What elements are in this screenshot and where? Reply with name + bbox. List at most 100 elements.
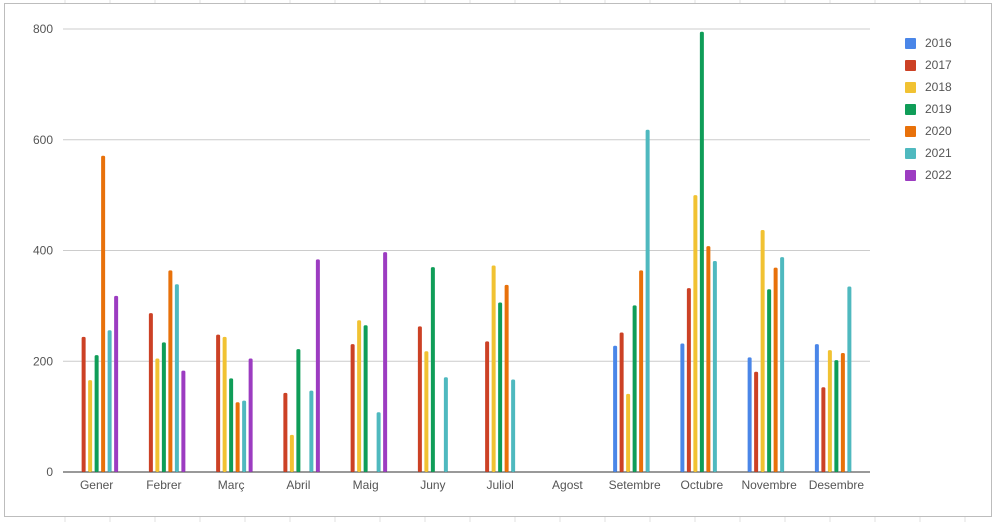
bar-2019-Març[interactable] xyxy=(229,378,234,472)
bar-2022-Abril[interactable] xyxy=(315,259,320,472)
bar-2019-Febrer[interactable] xyxy=(161,342,166,472)
bar-2021-Març[interactable] xyxy=(242,400,247,472)
bar-chart: 0 200 400 600 800 Gener Febrer Març Abril Maig Jun… xyxy=(33,22,870,492)
x-tick-label: Juliol xyxy=(486,478,513,492)
bar-2019-Setembre[interactable] xyxy=(632,305,637,472)
bar-2017-Juny[interactable] xyxy=(417,326,422,472)
bar-2019-Maig[interactable] xyxy=(363,325,368,472)
bar-2021-Novembre[interactable] xyxy=(780,257,785,472)
bar-2017-Juliol[interactable] xyxy=(485,341,490,472)
bar-2020-Setembre[interactable] xyxy=(639,270,644,472)
bar-2021-Juny[interactable] xyxy=(443,377,448,472)
bar-2018-Febrer[interactable] xyxy=(155,358,160,472)
x-tick-label: Febrer xyxy=(146,478,181,492)
bar-2018-Març[interactable] xyxy=(222,336,227,472)
bar-2020-Gener[interactable] xyxy=(101,155,106,472)
legend-label: 2021 xyxy=(925,146,952,160)
bar-2017-Novembre[interactable] xyxy=(754,371,759,472)
bar-2017-Gener[interactable] xyxy=(81,336,86,472)
bar-2017-Octubre[interactable] xyxy=(686,288,691,472)
bar-2018-Maig[interactable] xyxy=(357,320,362,472)
bar-2019-Gener[interactable] xyxy=(94,355,99,472)
legend-swatch xyxy=(905,103,916,115)
bar-2016-Octubre[interactable] xyxy=(680,343,685,472)
x-tick-label: Novembre xyxy=(741,478,797,492)
legend-swatch xyxy=(905,37,916,49)
legend-item-2021[interactable]: 2021 xyxy=(905,142,995,164)
bar-2019-Juliol[interactable] xyxy=(498,302,503,472)
bar-2022-Gener[interactable] xyxy=(114,295,119,472)
bar-2018-Novembre[interactable] xyxy=(760,230,765,472)
chart-legend: 2016 2017 2018 2019 2020 2021 2022 xyxy=(905,32,995,186)
legend-swatch xyxy=(905,169,916,181)
bar-2019-Novembre[interactable] xyxy=(767,289,772,472)
bar-2019-Desembre[interactable] xyxy=(834,360,839,472)
bar-2021-Juliol[interactable] xyxy=(511,379,516,472)
bar-2021-Gener[interactable] xyxy=(107,330,112,472)
x-tick-label: Març xyxy=(218,478,245,492)
bar-2021-Octubre[interactable] xyxy=(712,261,717,472)
bar-2017-Abril[interactable] xyxy=(283,392,288,472)
legend-swatch xyxy=(905,147,916,159)
y-tick-label: 400 xyxy=(33,244,53,258)
y-tick-label: 800 xyxy=(33,22,53,36)
bar-2021-Desembre[interactable] xyxy=(847,286,852,472)
bar-2021-Abril[interactable] xyxy=(309,390,314,472)
y-tick-label: 200 xyxy=(33,354,53,368)
x-tick-label: Setembre xyxy=(609,478,661,492)
legend-item-2016[interactable]: 2016 xyxy=(905,32,995,54)
legend-label: 2018 xyxy=(925,80,952,94)
bar-2020-Març[interactable] xyxy=(235,402,240,472)
legend-item-2020[interactable]: 2020 xyxy=(905,120,995,142)
bar-2017-Maig[interactable] xyxy=(350,344,355,472)
bar-2018-Gener[interactable] xyxy=(88,380,93,472)
legend-swatch xyxy=(905,59,916,71)
bar-2019-Juny[interactable] xyxy=(430,267,435,472)
x-tick-label: Agost xyxy=(552,478,583,492)
chart-container[interactable]: 0 200 400 600 800 Gener Febrer Març Abril Maig Jun… xyxy=(4,3,992,517)
x-tick-label: Abril xyxy=(286,478,310,492)
y-tick-label: 0 xyxy=(46,465,53,479)
bar-2017-Setembre[interactable] xyxy=(619,332,624,472)
bar-2021-Maig[interactable] xyxy=(376,412,381,472)
legend-item-2017[interactable]: 2017 xyxy=(905,54,995,76)
bar-2022-Maig[interactable] xyxy=(383,252,388,472)
bar-2016-Novembre[interactable] xyxy=(747,357,752,472)
bar-2020-Juliol[interactable] xyxy=(504,284,509,472)
bar-2022-Febrer[interactable] xyxy=(181,370,186,472)
x-tick-label: Gener xyxy=(80,478,113,492)
legend-label: 2022 xyxy=(925,168,952,182)
bar-2016-Setembre[interactable] xyxy=(613,345,618,472)
legend-item-2018[interactable]: 2018 xyxy=(905,76,995,98)
bar-2018-Juliol[interactable] xyxy=(491,265,496,472)
bar-2018-Desembre[interactable] xyxy=(827,350,832,472)
legend-swatch xyxy=(905,81,916,93)
legend-item-2019[interactable]: 2019 xyxy=(905,98,995,120)
bar-2022-Març[interactable] xyxy=(248,358,253,472)
x-tick-label: Juny xyxy=(420,478,445,492)
x-tick-label: Desembre xyxy=(809,478,865,492)
bar-2019-Abril[interactable] xyxy=(296,349,301,472)
bar-2020-Octubre[interactable] xyxy=(706,246,711,472)
bar-2020-Novembre[interactable] xyxy=(773,267,778,472)
bar-2016-Desembre[interactable] xyxy=(814,344,819,472)
legend-label: 2017 xyxy=(925,58,952,72)
x-tick-label: Octubre xyxy=(681,478,724,492)
legend-swatch xyxy=(905,125,916,137)
bar-2018-Octubre[interactable] xyxy=(693,195,698,472)
bar-2017-Febrer[interactable] xyxy=(148,313,153,472)
bar-2020-Febrer[interactable] xyxy=(168,270,173,472)
legend-label: 2019 xyxy=(925,102,952,116)
bar-2019-Octubre[interactable] xyxy=(699,31,704,473)
bar-2017-Març[interactable] xyxy=(216,334,221,472)
bar-2018-Setembre[interactable] xyxy=(626,393,631,472)
bar-2018-Juny[interactable] xyxy=(424,351,429,472)
legend-label: 2020 xyxy=(925,124,952,138)
legend-label: 2016 xyxy=(925,36,952,50)
bar-2020-Desembre[interactable] xyxy=(840,352,845,472)
bar-2018-Abril[interactable] xyxy=(289,434,294,472)
bar-2021-Febrer[interactable] xyxy=(174,284,179,472)
bar-2021-Setembre[interactable] xyxy=(645,129,650,472)
legend-item-2022[interactable]: 2022 xyxy=(905,164,995,186)
bar-2017-Desembre[interactable] xyxy=(821,387,826,472)
